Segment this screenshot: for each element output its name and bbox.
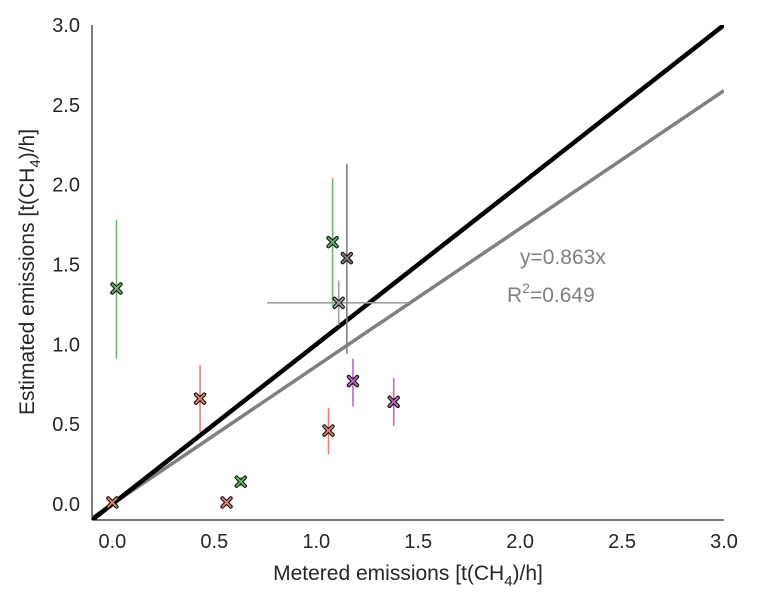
fit-r-squared: R2=0.649 (507, 280, 595, 307)
data-point-1 (110, 282, 123, 295)
x-axis-label: Metered emissions [t(CH4)/h] (273, 562, 543, 590)
parity-line (92, 25, 724, 520)
y-tick-label: 1.0 (52, 334, 80, 356)
data-point-8 (340, 251, 354, 265)
x-tick-labels: 0.0 0.5 1.0 1.5 2.0 2.5 3.0 (98, 531, 737, 553)
x-tick-label: 0.0 (98, 531, 126, 553)
data-point-9 (346, 374, 360, 388)
fit-equation: y=0.863x (520, 246, 606, 269)
x-tick-label: 1.5 (404, 531, 432, 553)
data-point-10 (387, 395, 400, 409)
y-tick-label: 0.0 (52, 494, 80, 516)
y-tick-labels: 0.0 0.5 1.0 1.5 2.0 2.5 3.0 (52, 15, 80, 516)
x-tick-label: 0.5 (200, 531, 228, 553)
data-point-4 (234, 475, 248, 488)
y-tick-label: 2.5 (52, 95, 80, 117)
data-point-3 (220, 496, 233, 509)
x-tick-label: 2.0 (506, 531, 534, 553)
reference-lines (92, 25, 724, 520)
data-point-2 (193, 392, 207, 405)
data-point-6 (326, 235, 339, 249)
data-point-0 (106, 496, 119, 509)
y-tick-label: 0.5 (52, 414, 80, 436)
data-markers (106, 235, 400, 509)
y-tick-label: 3.0 (52, 15, 80, 37)
y-tick-label: 1.5 (52, 255, 80, 277)
data-point-5 (322, 424, 335, 437)
y-tick-label: 2.0 (52, 175, 80, 197)
data-point-7 (332, 296, 345, 310)
x-tick-label: 2.5 (608, 531, 636, 553)
y-axis-label: Estimated emissions [t(CH4)/h] (16, 129, 44, 415)
x-tick-label: 3.0 (710, 531, 738, 553)
x-tick-label: 1.0 (302, 531, 330, 553)
fit-line (92, 89, 724, 520)
